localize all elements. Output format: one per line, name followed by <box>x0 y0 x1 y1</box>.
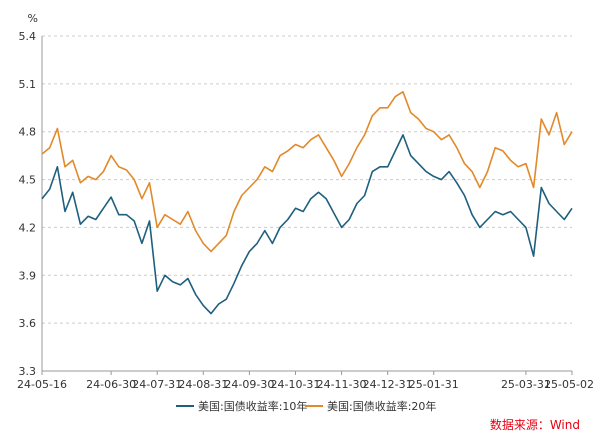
x-tick-label: 24-11-30 <box>317 378 367 391</box>
axes: % <box>28 12 572 372</box>
x-axis-ticks: 24-05-16 24-06-3024-07-3124-08-3124-09-30… <box>17 371 594 391</box>
y-tick-label: 4.2 <box>19 221 37 234</box>
legend-label-1: 美国:国债收益率:10年 <box>198 399 307 413</box>
source-note: 数据来源：Wind <box>489 418 580 432</box>
x-tick-label: 25-03-31 <box>501 378 551 391</box>
x-tick-label: 24-06-30 <box>86 378 136 391</box>
x-tick-label: 24-07-31 <box>132 378 182 391</box>
x-tick-label: 24-09-30 <box>224 378 274 391</box>
y-tick-label: 3.6 <box>19 317 37 330</box>
x-tick-label: 24-10-31 <box>271 378 321 391</box>
y-tick-label: 3.3 <box>19 365 37 378</box>
y-tick-label: 4.8 <box>19 126 37 139</box>
y-tick-label: 4.5 <box>19 174 37 187</box>
x-tick-label: 24-05-16 <box>17 378 67 391</box>
x-tick-label: 25-01-31 <box>409 378 459 391</box>
legend: 美国:国债收益率:10年 美国:国债收益率:20年 <box>176 399 436 413</box>
y-tick-label: 5.1 <box>19 78 37 91</box>
legend-label-2: 美国:国债收益率:20年 <box>327 399 436 413</box>
y-axis-ticks: 3.3 3.6 3.9 4.2 4.5 4.8 5.1 5.4 <box>19 30 37 378</box>
series-line-2 <box>41 91 573 253</box>
x-tick-label: 24-08-31 <box>178 378 228 391</box>
y-tick-label: 3.9 <box>19 269 37 282</box>
x-tick-label: 24-12-31 <box>363 378 413 391</box>
grid-lines <box>42 35 572 372</box>
series-lines <box>41 91 573 315</box>
y-unit-label: % <box>28 12 38 25</box>
x-tick-label: 25-05-02 <box>544 378 594 391</box>
series-line-1 <box>41 134 573 315</box>
y-tick-label: 5.4 <box>19 30 37 43</box>
